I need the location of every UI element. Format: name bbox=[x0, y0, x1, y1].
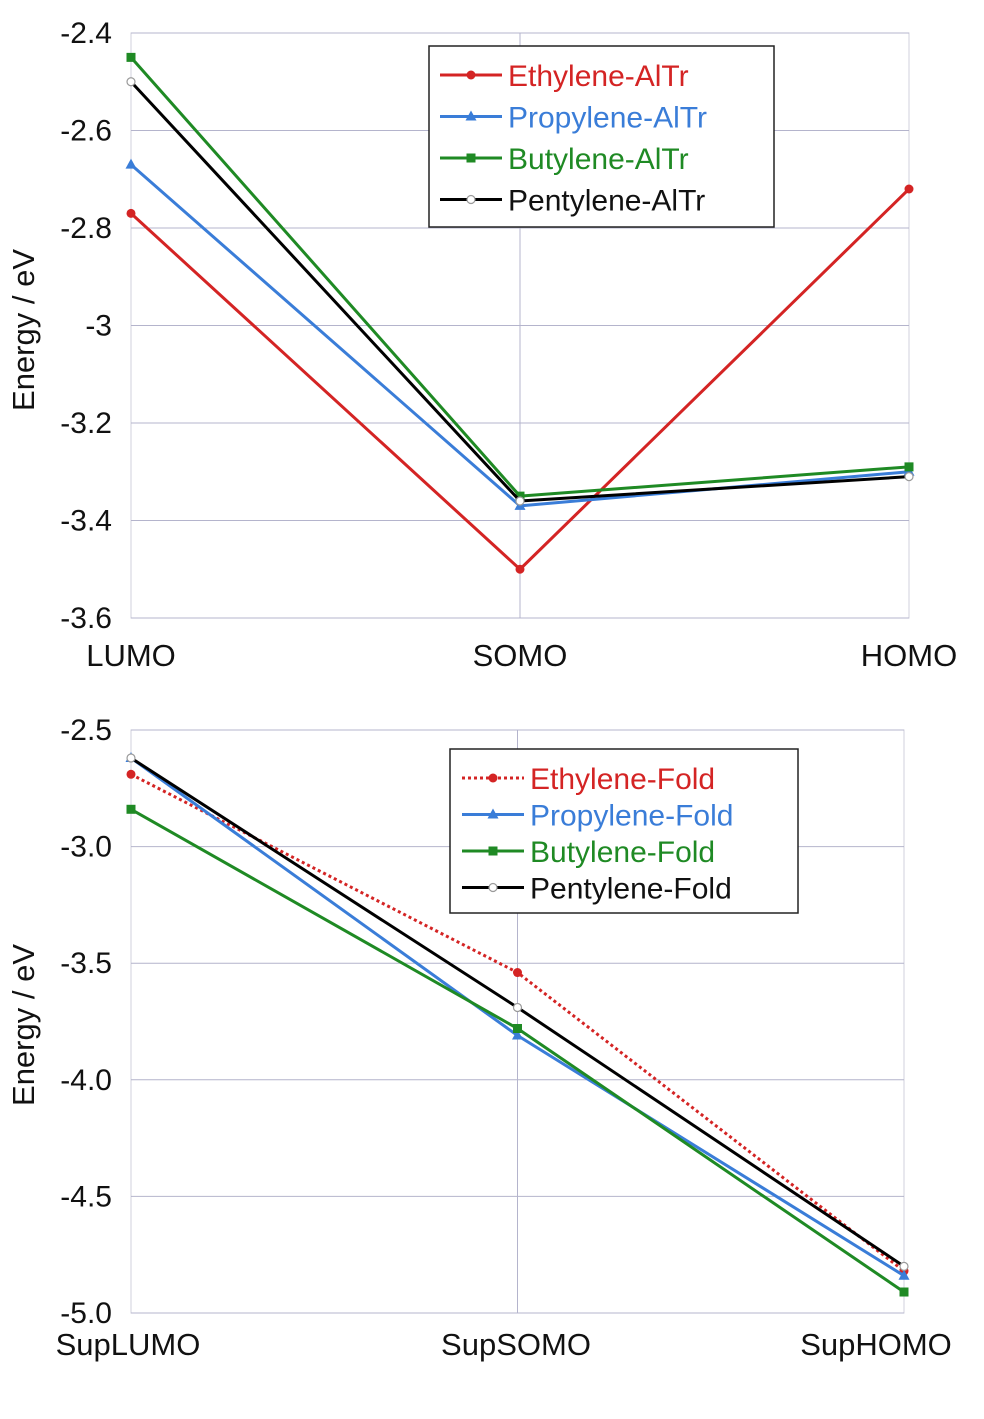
legend-swatch-marker bbox=[466, 70, 476, 80]
data-point bbox=[898, 1269, 910, 1280]
y-tick-label: -4.5 bbox=[60, 1180, 112, 1213]
series-4 bbox=[126, 753, 909, 1271]
legend-swatch-marker bbox=[488, 882, 498, 893]
data-point bbox=[904, 184, 914, 194]
data-point bbox=[126, 52, 136, 62]
series-3 bbox=[126, 52, 914, 501]
y-tick-label: -5.0 bbox=[60, 1297, 112, 1330]
y-tick-label: -3.6 bbox=[60, 602, 112, 635]
legend-swatch-marker bbox=[466, 194, 476, 205]
data-point bbox=[904, 472, 914, 482]
legend-label: Butylene-Fold bbox=[530, 836, 715, 869]
legend-item: Pentylene-Fold bbox=[462, 873, 732, 906]
y-tick-label: -2.5 bbox=[60, 714, 112, 747]
legend-item: Propylene-Fold bbox=[462, 800, 733, 833]
legend-item: Butylene-Fold bbox=[462, 836, 715, 869]
data-point bbox=[126, 753, 136, 763]
legend-item: Propylene-AlTr bbox=[440, 102, 707, 135]
y-axis-label: Energy / eV bbox=[6, 249, 41, 411]
legend-box bbox=[449, 748, 799, 914]
y-axis-label: Energy / eV bbox=[6, 944, 41, 1106]
legend-label: Ethylene-Fold bbox=[530, 763, 715, 796]
legend-swatch-marker bbox=[488, 773, 498, 783]
data-point bbox=[512, 1029, 523, 1040]
legend-item: Butylene-AlTr bbox=[440, 143, 689, 176]
legend-swatch-marker bbox=[465, 110, 477, 121]
data-point bbox=[515, 564, 525, 574]
series-4 bbox=[126, 77, 914, 506]
legend-swatch-marker bbox=[488, 846, 498, 856]
legend: Ethylene-AlTr Propylene-AlTr Butylene-AlTr… bbox=[428, 45, 775, 228]
legend-item: Ethylene-AlTr bbox=[440, 60, 689, 93]
y-tick-label: -2.4 bbox=[60, 17, 112, 50]
x-tick-label: SOMO bbox=[473, 638, 568, 673]
legend: Ethylene-Fold Propylene-FoldButylene-Fold… bbox=[449, 748, 799, 914]
legend-label: Ethylene-AlTr bbox=[508, 60, 689, 93]
y-tick-label: -3.5 bbox=[60, 947, 112, 980]
legend-item: Ethylene-Fold bbox=[462, 763, 715, 796]
series-1 bbox=[126, 184, 914, 574]
y-tick-label: -2.8 bbox=[60, 212, 112, 245]
y-tick-label: -3.2 bbox=[60, 407, 112, 440]
data-point bbox=[126, 804, 136, 814]
data-point bbox=[899, 1261, 909, 1271]
legend-swatch-marker bbox=[466, 153, 476, 163]
data-point bbox=[126, 208, 136, 218]
legend-label: Butylene-AlTr bbox=[508, 143, 689, 176]
legend-label: Propylene-Fold bbox=[530, 800, 733, 833]
data-point bbox=[126, 77, 136, 87]
x-tick-label: SupSOMO bbox=[441, 1327, 591, 1362]
legend-label: Pentylene-AlTr bbox=[508, 185, 705, 218]
legend-item: Pentylene-AlTr bbox=[440, 185, 705, 218]
y-tick-label: -4.0 bbox=[60, 1064, 112, 1097]
data-point bbox=[904, 462, 914, 472]
data-point bbox=[515, 496, 525, 506]
data-point bbox=[513, 968, 522, 978]
legend-label: Pentylene-Fold bbox=[530, 873, 732, 906]
legend-label: Propylene-AlTr bbox=[508, 102, 707, 135]
x-tick-label: SupLUMO bbox=[56, 1327, 201, 1362]
x-tick-label: SupHOMO bbox=[800, 1327, 952, 1362]
x-tick-label: LUMO bbox=[86, 638, 176, 673]
data-point bbox=[126, 769, 136, 779]
data-point bbox=[513, 1023, 522, 1033]
legend-swatch-marker bbox=[487, 808, 499, 819]
data-point bbox=[515, 491, 525, 501]
x-tick-label: HOMO bbox=[861, 638, 957, 673]
y-tick-label: -2.6 bbox=[60, 115, 112, 148]
y-tick-label: -3 bbox=[85, 310, 112, 343]
y-tick-label: -3.0 bbox=[60, 831, 112, 864]
data-point bbox=[125, 158, 137, 169]
y-tick-label: -3.4 bbox=[60, 505, 112, 538]
data-point bbox=[899, 1287, 909, 1297]
series-3 bbox=[126, 804, 909, 1297]
data-point bbox=[512, 1002, 523, 1013]
